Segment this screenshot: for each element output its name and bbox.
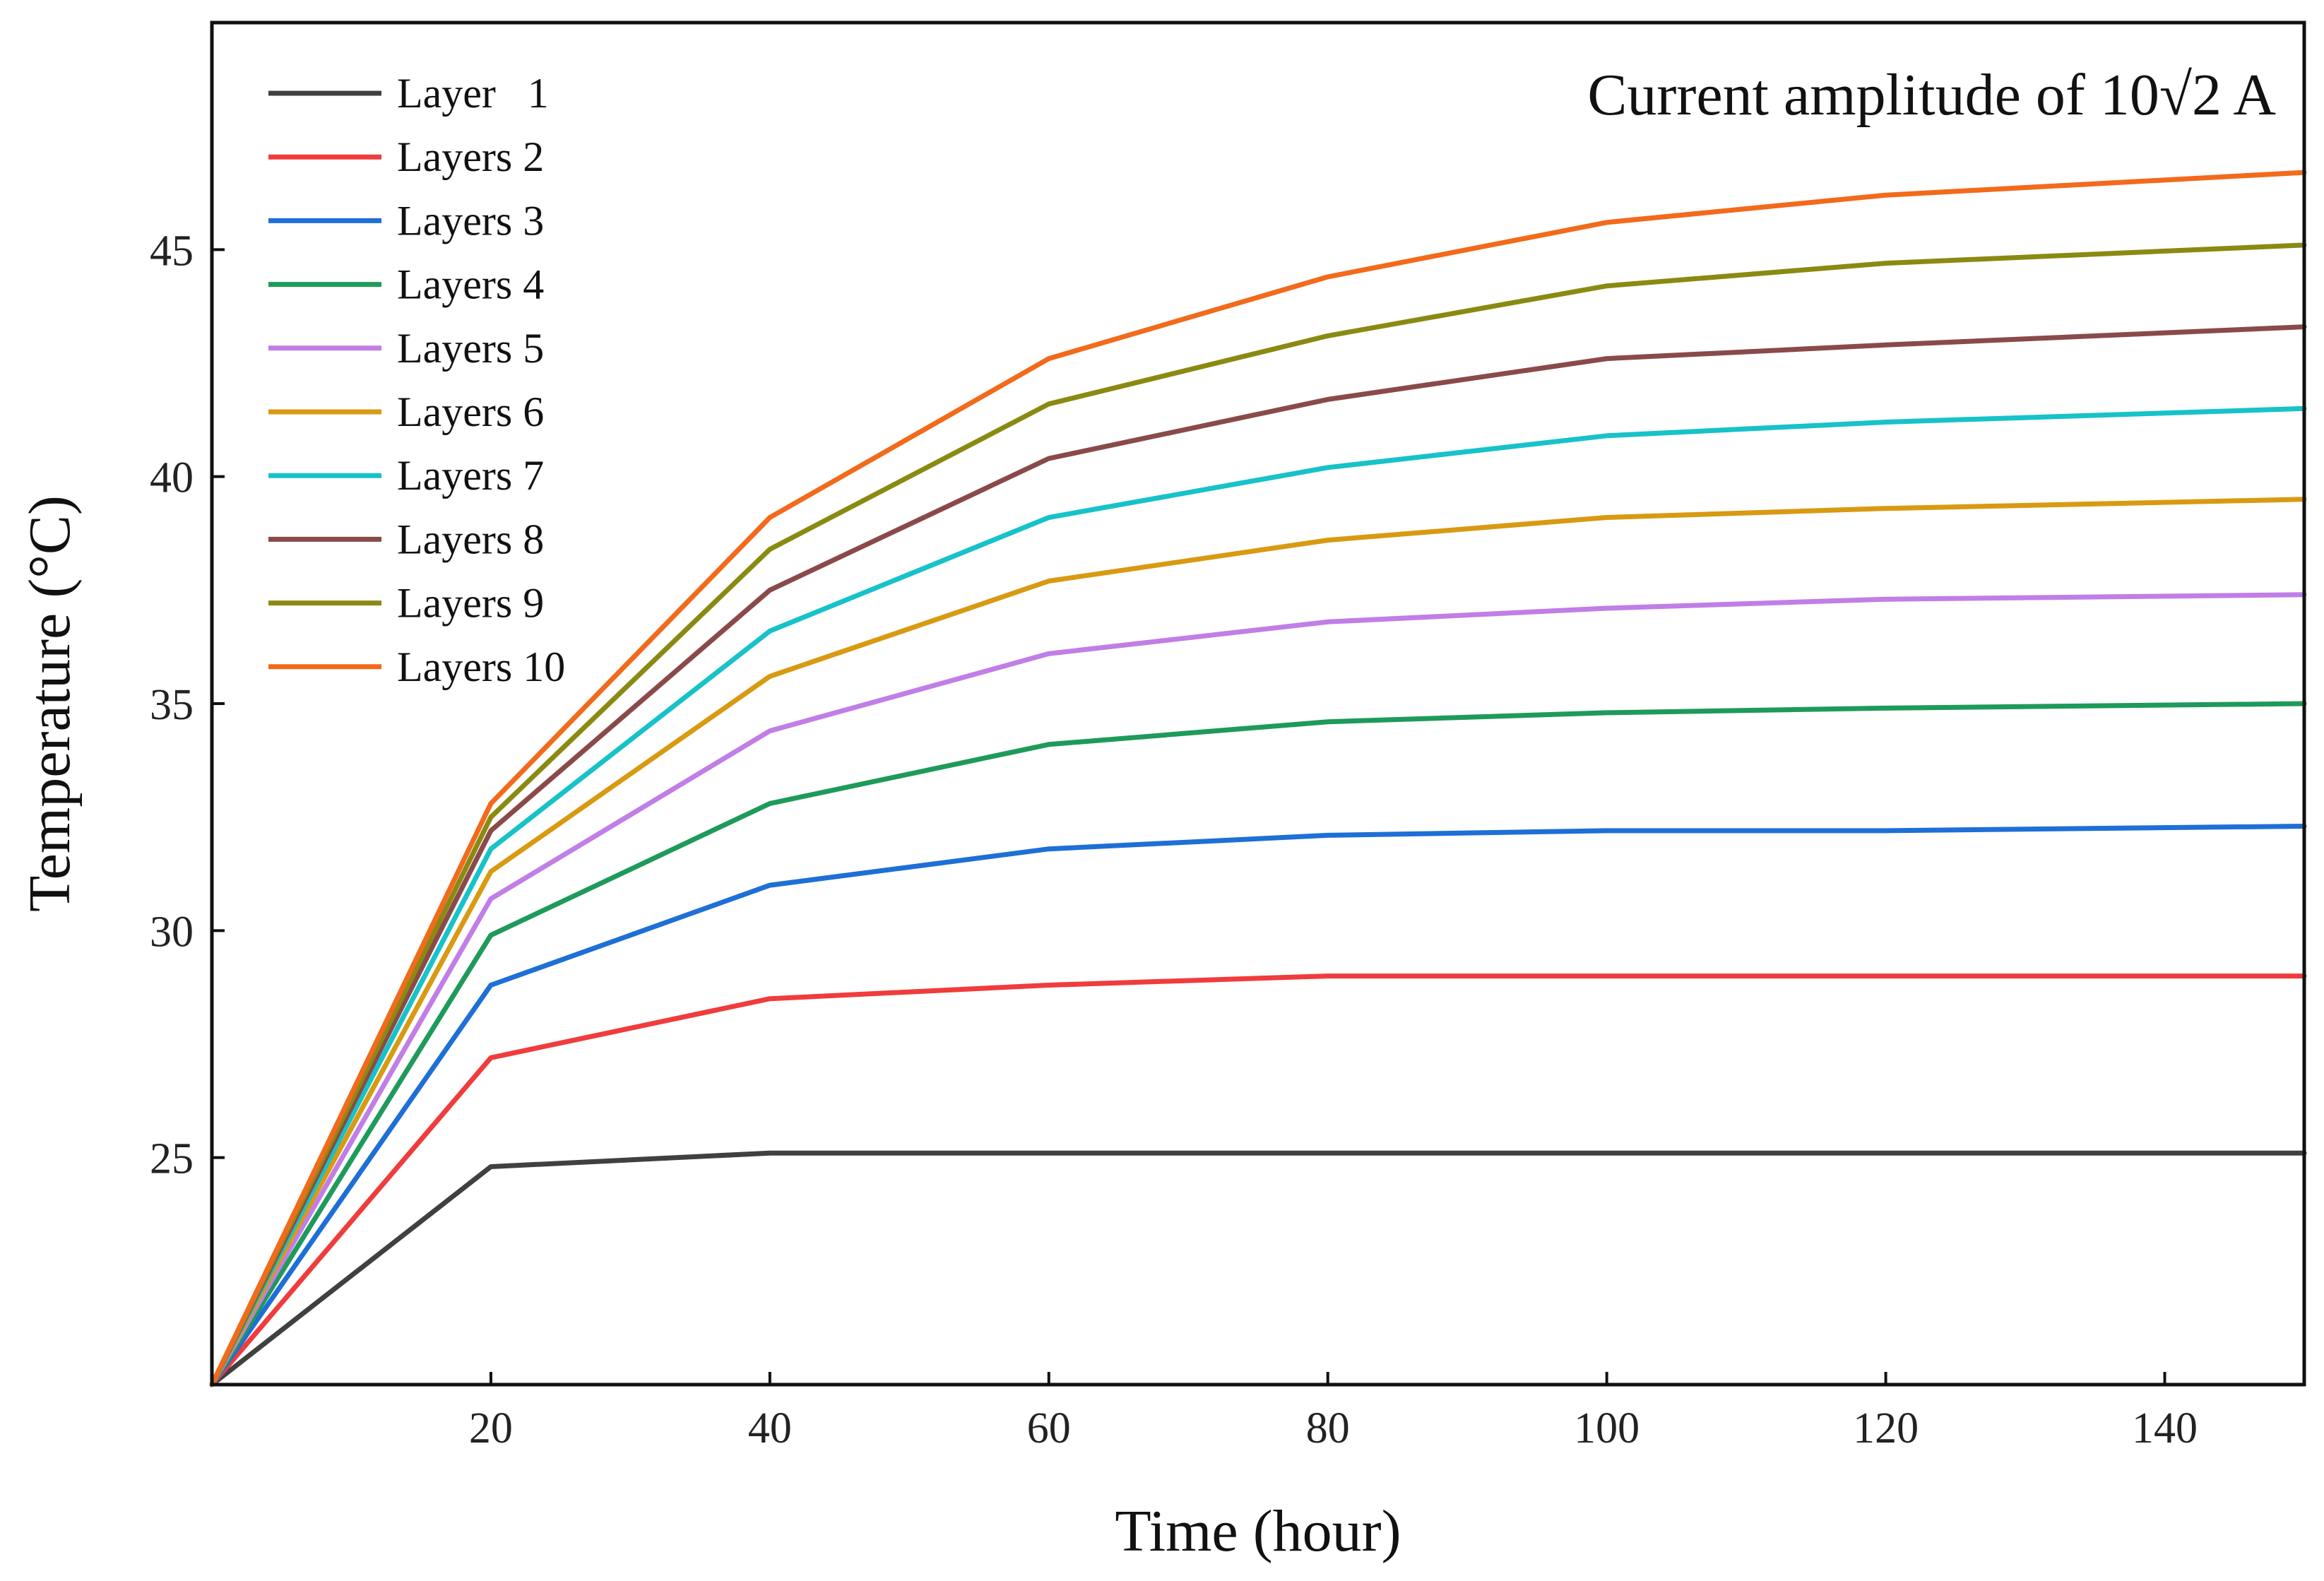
- y-axis-title: Temperature (°C): [17, 495, 83, 912]
- x-axis-title: Time (hour): [1115, 1498, 1401, 1564]
- series-line-6: [209, 497, 2307, 1387]
- x-tick-label: 80: [1306, 1404, 1350, 1452]
- y-tick-label: 35: [150, 681, 194, 729]
- y-tick-label: 25: [150, 1135, 194, 1183]
- y-tick-label: 45: [150, 227, 194, 275]
- x-tick-label: 60: [1027, 1404, 1071, 1452]
- series-line-5: [209, 592, 2307, 1387]
- series-layer: [209, 170, 2307, 1387]
- x-tick-label: 120: [1853, 1404, 1919, 1452]
- series-line-2: [209, 973, 2307, 1387]
- x-tick-label: 20: [469, 1404, 513, 1452]
- chart-annotation: Current amplitude of 10√2 A: [1587, 62, 2276, 128]
- series-line-1: [209, 1150, 2307, 1387]
- legend-label-6: Layers 6: [397, 389, 544, 435]
- series-line-4: [209, 701, 2307, 1387]
- series-line-9: [209, 242, 2307, 1387]
- series-line-8: [209, 324, 2307, 1387]
- legend-label-7: Layers 7: [397, 452, 544, 499]
- legend-label-9: Layers 9: [397, 580, 544, 627]
- series-line-3: [209, 824, 2307, 1387]
- y-tick-label: 40: [150, 454, 194, 502]
- legend-label-3: Layers 3: [397, 197, 544, 244]
- legend-label-2: Layers 2: [397, 134, 544, 180]
- x-tick-label: 140: [2132, 1404, 2198, 1452]
- legend-label-5: Layers 5: [397, 325, 544, 372]
- legend: Layer 1 Layers 2 Layers 3 Layers 4 Layers 5 L…: [268, 70, 565, 690]
- x-tick-label: 100: [1574, 1404, 1640, 1452]
- series-line-10: [209, 170, 2307, 1387]
- legend-label-1: Layer 1: [397, 70, 549, 117]
- series-line-7: [209, 405, 2307, 1387]
- ticks-layer: 20 40 60 80 100 120 140 25 30 35 40 45: [150, 227, 2198, 1452]
- x-tick-label: 40: [748, 1404, 792, 1452]
- y-tick-label: 30: [150, 908, 194, 956]
- legend-label-8: Layers 8: [397, 516, 544, 562]
- legend-label-10: Layers 10: [397, 644, 565, 690]
- legend-label-4: Layers 4: [397, 261, 544, 308]
